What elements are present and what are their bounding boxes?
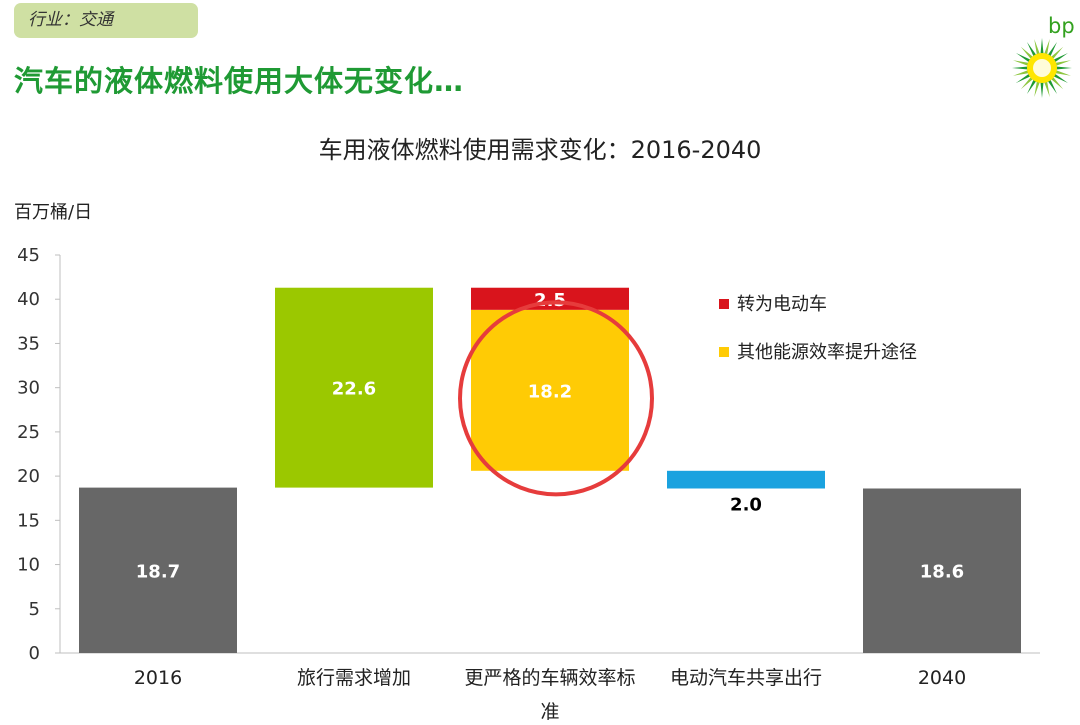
legend-swatch [719, 347, 729, 357]
bar-value-label: 2.0 [730, 494, 762, 515]
x-category-label: 2040 [918, 667, 966, 689]
y-tick-label: 30 [17, 378, 40, 399]
bar-value-label: 18.6 [920, 562, 964, 583]
y-axis-unit-label: 百万桶/日 [14, 202, 93, 223]
bar-segment [667, 470, 825, 489]
highlight-circle [458, 300, 654, 497]
x-category-label: 2016 [134, 667, 182, 689]
legend-label: 转为电动车 [737, 294, 827, 315]
y-tick-label: 40 [17, 289, 40, 310]
bar-value-label: 18.2 [528, 381, 572, 402]
legend-swatch [719, 299, 729, 309]
bar-value-label: 18.7 [136, 561, 180, 582]
chart-title: 车用液体燃料使用需求变化：2016-2040 [318, 136, 762, 164]
bar-value-label: 2.5 [534, 290, 566, 311]
x-category-label: 准 [540, 701, 559, 723]
bar-segment [79, 487, 237, 653]
y-tick-label: 35 [17, 333, 40, 354]
y-tick-label: 10 [17, 555, 40, 576]
bp-logo-text: bp [1048, 14, 1075, 38]
bar-value-label: 22.6 [332, 379, 376, 400]
industry-tag: 行业：交通 [14, 3, 198, 38]
bar-segment [863, 488, 1021, 653]
y-tick-label: 25 [17, 422, 40, 443]
y-tick-label: 15 [17, 510, 40, 531]
x-category-label: 电动汽车共享出行 [670, 667, 822, 689]
slide-headline: 汽车的液体燃料使用大体无变化… [14, 64, 465, 98]
bar-segment [471, 287, 629, 310]
y-tick-label: 45 [17, 245, 40, 266]
y-tick-label: 20 [17, 466, 40, 487]
y-tick-label: 0 [29, 643, 40, 664]
x-category-label: 更严格的车辆效率标 [464, 667, 635, 689]
bar-segment [275, 287, 433, 488]
legend-label: 其他能源效率提升途径 [737, 342, 917, 363]
bar-segment [471, 309, 629, 471]
x-category-label: 旅行需求增加 [297, 667, 411, 689]
y-tick-label: 5 [29, 599, 40, 620]
bp-helios-logo-icon [1012, 38, 1072, 98]
